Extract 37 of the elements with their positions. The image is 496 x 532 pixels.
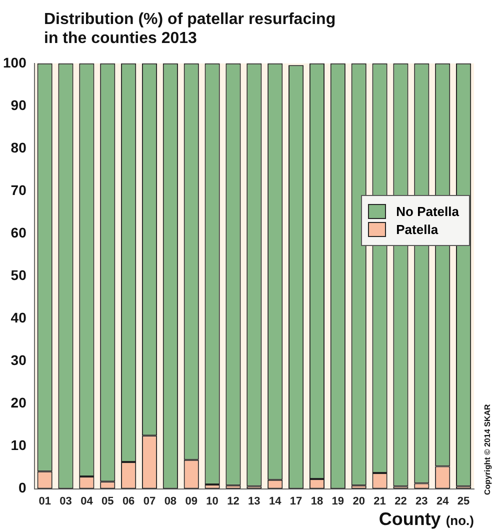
x-tick-label: 22 xyxy=(394,495,407,508)
x-tick-label: 17 xyxy=(290,495,302,508)
y-tick-label: 50 xyxy=(10,266,27,283)
legend-label: Patella xyxy=(396,222,438,237)
x-tick-label: 04 xyxy=(80,495,94,508)
y-tick-label: 10 xyxy=(10,437,27,454)
y-tick-label: 60 xyxy=(10,224,27,240)
x-tick-label: 01 xyxy=(38,495,51,508)
x-tick-label: 20 xyxy=(352,495,365,508)
y-tick-label: 0 xyxy=(18,480,27,496)
x-tick-label: 25 xyxy=(457,495,470,508)
x-tick-label: 19 xyxy=(332,495,344,508)
y-tick-label: 100 xyxy=(3,54,27,70)
y-tick-label: 20 xyxy=(10,394,27,411)
text: Copyright © 2014 SKAR xyxy=(483,404,492,495)
x-tick-label: 18 xyxy=(310,495,324,508)
x-tick-label: 07 xyxy=(143,495,156,508)
x-tick-label: 05 xyxy=(102,495,114,508)
x-tick-label: 14 xyxy=(268,495,282,508)
y-tick-label: 80 xyxy=(10,139,27,156)
x-tick-label: 03 xyxy=(60,495,72,508)
x-axis-title: County (no.) xyxy=(378,509,474,530)
x-tick-label: 23 xyxy=(416,495,428,508)
chart-title: Distribution (%) of patellar resurfacing in the counties 2013 xyxy=(44,10,337,48)
x-tick-label: 13 xyxy=(248,495,260,508)
x-tick-label: 24 xyxy=(436,495,450,508)
y-tick-label: 90 xyxy=(10,96,27,113)
y-tick-label: 40 xyxy=(10,310,27,326)
x-tick-label: 08 xyxy=(164,495,177,508)
y-tick-label: 70 xyxy=(10,182,27,198)
x-tick-label: 06 xyxy=(122,495,135,508)
x-tick-label: 10 xyxy=(206,495,218,508)
x-tick-label: 09 xyxy=(185,495,198,508)
y-tick-label: 30 xyxy=(10,352,27,368)
series-label: No Patella xyxy=(396,204,459,219)
x-tick-label: 21 xyxy=(374,495,386,508)
x-tick-label: 12 xyxy=(227,495,240,508)
